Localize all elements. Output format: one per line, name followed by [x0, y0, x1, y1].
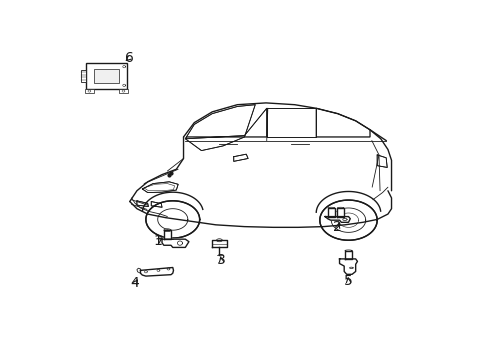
Polygon shape — [344, 251, 351, 259]
Text: 2: 2 — [333, 220, 342, 234]
Polygon shape — [376, 155, 386, 167]
Polygon shape — [211, 240, 227, 247]
Polygon shape — [145, 201, 199, 238]
Polygon shape — [186, 108, 266, 139]
FancyBboxPatch shape — [81, 69, 85, 82]
Polygon shape — [129, 103, 391, 227]
FancyBboxPatch shape — [119, 89, 127, 93]
Polygon shape — [162, 239, 188, 247]
Polygon shape — [151, 202, 162, 207]
Polygon shape — [339, 259, 357, 274]
FancyBboxPatch shape — [85, 89, 94, 93]
Text: 1: 1 — [153, 234, 162, 248]
Polygon shape — [325, 217, 349, 222]
Text: 6: 6 — [124, 51, 133, 65]
FancyBboxPatch shape — [94, 69, 119, 83]
Polygon shape — [233, 154, 247, 161]
Text: 5: 5 — [344, 274, 352, 288]
Polygon shape — [266, 108, 316, 137]
Text: 3: 3 — [216, 253, 225, 267]
Polygon shape — [142, 182, 178, 193]
Polygon shape — [327, 208, 334, 217]
Polygon shape — [185, 105, 255, 150]
Polygon shape — [137, 268, 140, 273]
Polygon shape — [316, 108, 369, 137]
Polygon shape — [140, 267, 173, 276]
Polygon shape — [137, 201, 148, 207]
FancyBboxPatch shape — [85, 63, 127, 89]
Polygon shape — [319, 200, 376, 240]
Text: 4: 4 — [130, 276, 139, 290]
Polygon shape — [163, 230, 171, 239]
Polygon shape — [337, 208, 343, 217]
